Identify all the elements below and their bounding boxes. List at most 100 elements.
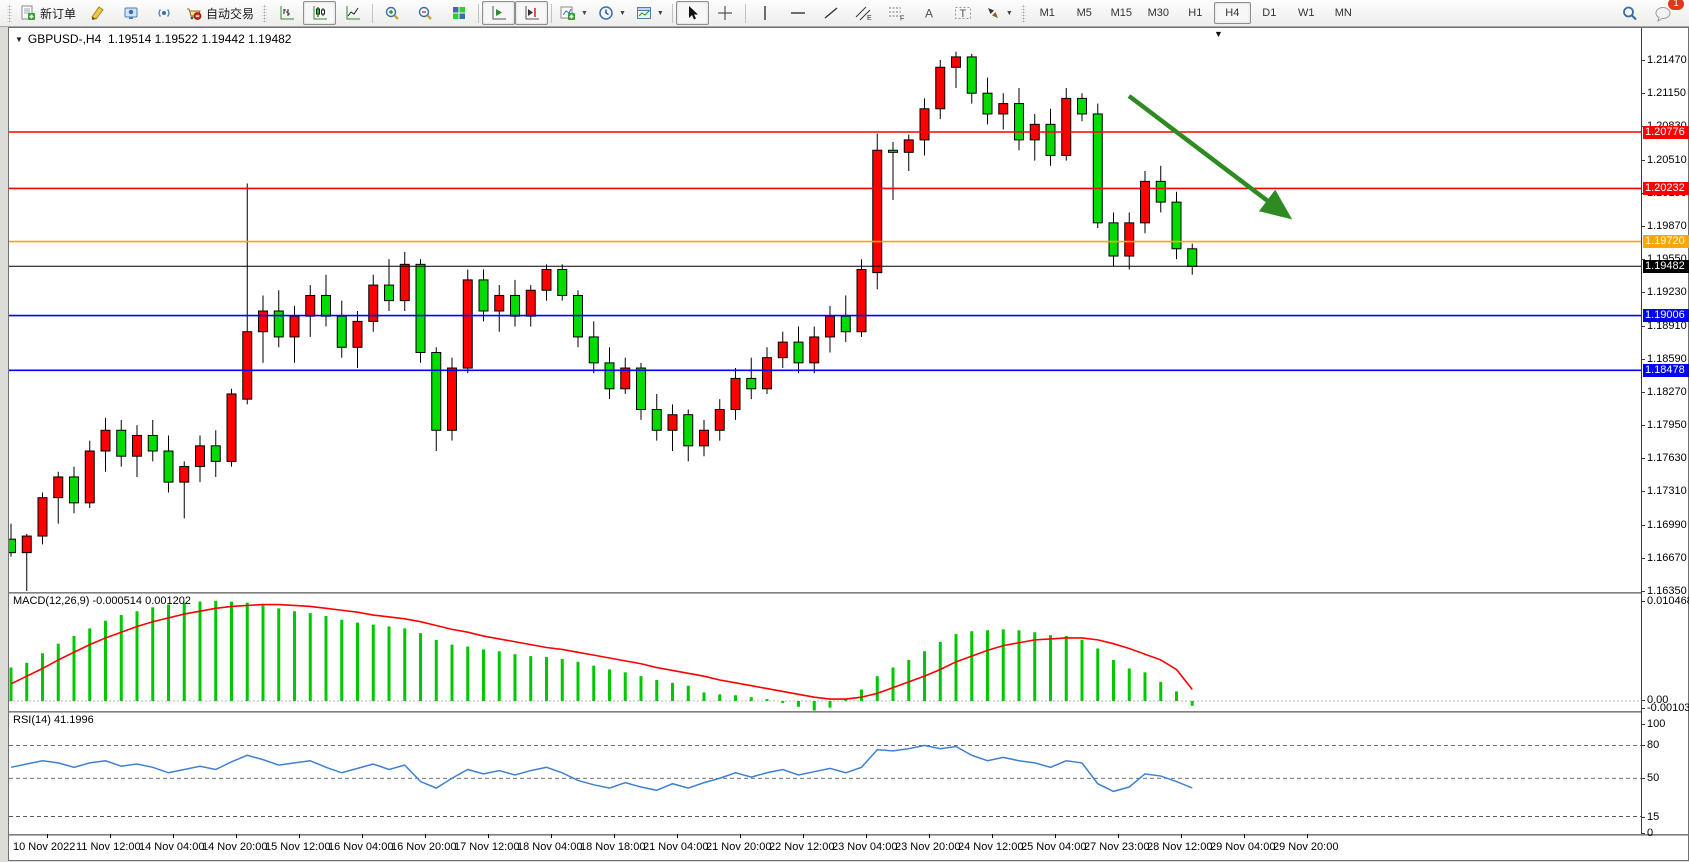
indicators-button[interactable]: ▼: [555, 1, 593, 25]
auto-scroll-icon: [491, 5, 507, 21]
candle: [321, 274, 331, 327]
candle: [462, 269, 473, 374]
axis-tick: [1641, 833, 1645, 834]
candle: [604, 347, 615, 400]
line-chart-button[interactable]: [336, 1, 369, 25]
candle: [888, 141, 898, 201]
timeframe-button-d1[interactable]: D1: [1262, 7, 1277, 19]
toolbar-grip[interactable]: [7, 4, 12, 22]
tile-windows-button[interactable]: [442, 1, 475, 25]
rsi-line: [10, 744, 1193, 793]
crosshair-button[interactable]: [709, 1, 742, 25]
candle: [368, 274, 379, 332]
candlestick-chart-icon: [312, 5, 328, 21]
trend-arrow[interactable]: [1127, 94, 1293, 220]
timeframe-button-h4[interactable]: H4: [1213, 2, 1251, 24]
templates-button[interactable]: ▼: [631, 1, 669, 25]
toolbar-grip[interactable]: [1020, 4, 1026, 22]
time-axis-label: 29 Nov 04:00: [1210, 841, 1276, 853]
candle: [1077, 93, 1087, 122]
horizontal-line-tool[interactable]: [782, 1, 815, 25]
time-axis-label: 14 Nov 04:00: [139, 841, 205, 853]
equidistant-channel-tool[interactable]: E: [848, 1, 881, 25]
quote-ohlc-label: 1.19514 1.19522 1.19442 1.19482: [107, 32, 292, 46]
candle: [273, 290, 284, 348]
hline-price-tag: 1.20776: [1643, 125, 1689, 139]
time-axis-label: 18 Nov 18:00: [580, 841, 646, 853]
cursor-button[interactable]: [675, 1, 709, 25]
candle: [21, 533, 32, 592]
signals-button[interactable]: [147, 1, 180, 25]
arrows-tool[interactable]: ▼: [980, 1, 1018, 25]
candle: [147, 419, 158, 462]
rsi-indicator-pane[interactable]: [9, 713, 1641, 834]
candle: [399, 251, 410, 312]
candle: [840, 295, 851, 343]
main-price-chart[interactable]: [9, 29, 1641, 592]
svg-text:E: E: [867, 15, 872, 21]
zoom-out-button[interactable]: [409, 1, 442, 25]
price-tick-label: 1.19870: [1647, 219, 1687, 232]
time-axis-tick: [488, 834, 489, 838]
chart-shift-button[interactable]: [515, 1, 549, 25]
bar-chart-button[interactable]: [270, 1, 303, 25]
cursor-icon: [685, 5, 699, 21]
candle: [667, 404, 678, 452]
timeframe-button-w1[interactable]: W1: [1298, 7, 1315, 19]
candle: [982, 77, 993, 125]
candlestick-chart-button[interactable]: [303, 1, 337, 25]
vertical-line-tool[interactable]: [749, 1, 782, 25]
dropdown-arrow-icon: ▼: [618, 9, 626, 17]
axis-tick: [1641, 259, 1645, 261]
candle: [809, 326, 820, 374]
candle: [352, 311, 363, 369]
timeframe-button-m1[interactable]: M1: [1039, 7, 1055, 19]
indicators-icon: [560, 5, 576, 21]
timeframe-button-h1[interactable]: H1: [1188, 7, 1203, 19]
fibonacci-tool[interactable]: F: [881, 1, 914, 25]
candle: [37, 492, 48, 545]
dropdown-arrow-icon: ▼: [581, 9, 588, 17]
timeframe-button-m30[interactable]: M30: [1147, 7, 1169, 19]
text-tool[interactable]: A: [914, 1, 947, 25]
candle: [415, 259, 426, 363]
text-label-tool[interactable]: T: [947, 1, 980, 25]
candle: [1061, 88, 1072, 161]
new-order-button[interactable]: 新订单: [15, 1, 81, 25]
autotrading-button[interactable]: 自动交易: [180, 1, 259, 25]
axis-tick: [1641, 225, 1645, 227]
macd-indicator-pane[interactable]: [9, 594, 1641, 711]
one-click-trading-arrow-icon[interactable]: ▼: [15, 35, 23, 44]
candle: [1029, 113, 1040, 161]
candle: [1108, 212, 1119, 267]
auto-scroll-button[interactable]: [482, 1, 516, 25]
timeframe-button-mn[interactable]: MN: [1334, 7, 1352, 19]
candle: [714, 399, 725, 441]
rsi-axis-label: 50: [1647, 772, 1660, 785]
axis-tick: [1641, 325, 1645, 327]
candle: [966, 53, 977, 104]
zoom-in-button[interactable]: [376, 1, 409, 25]
notifications-button[interactable]: 1: [1646, 0, 1685, 25]
market-watch-button[interactable]: [114, 1, 147, 25]
macd-signal-line: [10, 603, 1193, 700]
pane-splitter[interactable]: [9, 711, 1641, 713]
pane-splitter[interactable]: [9, 592, 1641, 594]
candle: [1140, 170, 1150, 234]
editor-button[interactable]: [81, 1, 114, 25]
time-axis-tick: [299, 834, 300, 838]
periods-button[interactable]: ▼: [593, 1, 631, 25]
toolbar-grip[interactable]: [262, 4, 268, 22]
macd-label: MACD(12,26,9) -0.000514 0.001202: [13, 595, 191, 607]
trendline-tool[interactable]: [815, 1, 848, 25]
candle: [935, 60, 946, 120]
chart-window[interactable]: ▼ GBPUSD-,H4 1.19514 1.19522 1.19442 1.19…: [8, 27, 1689, 861]
search-button[interactable]: [1613, 1, 1646, 25]
timeframe-button-m15[interactable]: M15: [1110, 7, 1132, 19]
time-axis-label: 21 Nov 20:00: [706, 841, 772, 853]
chart-shift-marker[interactable]: ▼: [1214, 29, 1223, 39]
hline-price-tag: 1.19720: [1643, 235, 1689, 249]
time-axis-label: 17 Nov 12:00: [454, 841, 520, 853]
timeframe-button-m5[interactable]: M5: [1076, 7, 1092, 19]
time-axis-label: 29 Nov 20:00: [1273, 841, 1339, 853]
